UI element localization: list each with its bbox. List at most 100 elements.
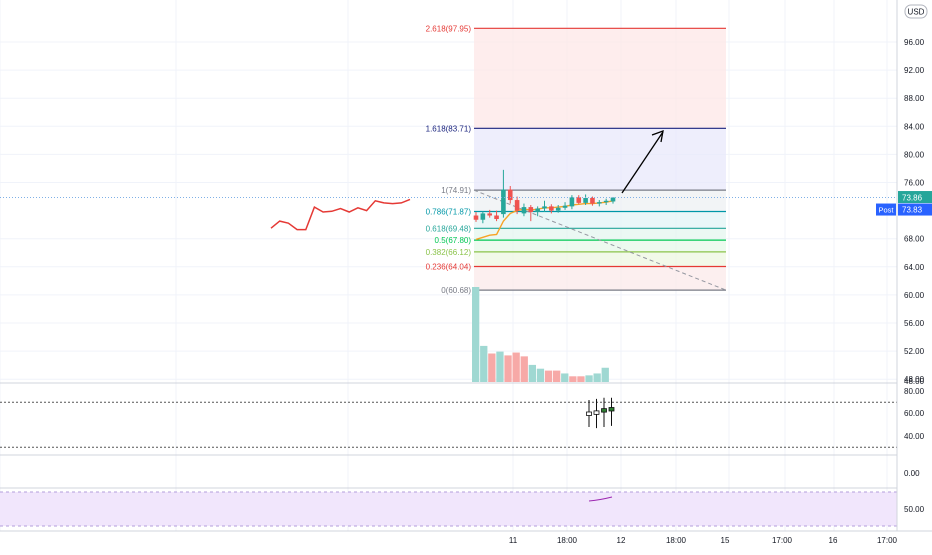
- candlestick-series[interactable]: [473, 169, 616, 224]
- volume-bar: [496, 351, 504, 382]
- candle-body[interactable]: [576, 197, 582, 203]
- post-market-badge: [898, 203, 932, 216]
- price-tick-label: 68.00: [904, 235, 925, 244]
- time-tick-label: 18:00: [557, 536, 578, 545]
- fib-zone: [474, 128, 726, 191]
- fib-level-label: 0.382(66.12): [426, 248, 472, 257]
- currency-label: USD: [908, 8, 925, 17]
- indicator-panes: [0, 382, 932, 527]
- indicator-tick-label: 50.00: [904, 505, 925, 514]
- fib-zone: [474, 190, 726, 212]
- fib-level-label: 2.618(97.95): [426, 24, 472, 33]
- indicator-tick-label: 60.00: [904, 409, 925, 418]
- candle-body[interactable]: [514, 200, 520, 211]
- price-tick-label: 84.00: [904, 122, 925, 131]
- candle-body[interactable]: [583, 197, 588, 203]
- fib-level-label: 0.618(69.48): [426, 224, 472, 233]
- time-axis[interactable]: 11 18:00 12 18:00 15 17:00 16 17:00: [0, 530, 932, 545]
- candle-body[interactable]: [542, 206, 547, 209]
- fib-level-label: 0.236(64.04): [426, 263, 472, 272]
- price-tick-label: 48.00: [904, 375, 925, 384]
- last-price-badge: [898, 191, 932, 204]
- fib-zone: [474, 251, 726, 267]
- candle-body[interactable]: [597, 202, 602, 204]
- price-tick-label: 48.00: [904, 377, 925, 386]
- fibonacci-fill-zones: [474, 28, 726, 291]
- fib-level-label: 0(60.68): [441, 286, 471, 295]
- currency-badge[interactable]: [904, 4, 928, 19]
- fib-zone: [474, 240, 726, 252]
- fib-zone: [474, 228, 726, 241]
- price-line-series: [270, 198, 411, 231]
- fib-zone: [474, 266, 726, 291]
- post-market-value: 73.83: [902, 206, 923, 215]
- price-tick-label: 92.00: [904, 66, 925, 75]
- fib-zone: [474, 211, 726, 229]
- post-market-label: Post: [878, 206, 894, 215]
- candle-body[interactable]: [494, 215, 499, 220]
- candle-body[interactable]: [535, 208, 540, 213]
- price-tick-label: 60.00: [904, 291, 925, 300]
- candle-body[interactable]: [480, 213, 486, 220]
- candle-body[interactable]: [473, 215, 479, 220]
- post-market-tag: [876, 203, 896, 216]
- fib-zone: [474, 28, 726, 129]
- indicator-bar-body: [586, 411, 592, 416]
- indicator-tick-label: 80.00: [904, 387, 925, 396]
- early-price-line: [270, 198, 411, 231]
- volume-bar: [480, 345, 488, 382]
- indicator-bar-body: [593, 410, 600, 415]
- indicator-tick-label: 0.00: [904, 469, 920, 478]
- volume-histogram: [472, 287, 609, 382]
- volume-bar: [601, 367, 609, 382]
- candle-body[interactable]: [521, 207, 527, 214]
- time-tick-label: 15: [721, 536, 730, 545]
- price-tick-label: 96.00: [904, 38, 925, 47]
- fibonacci-levels[interactable]: 2.618(97.95) 1.618(83.71) 1(74.91) 0.786(71…: [426, 24, 726, 295]
- indicator-tick-label: 40.00: [904, 432, 925, 441]
- indicator-band: [0, 492, 897, 526]
- candle-body[interactable]: [610, 197, 616, 202]
- time-tick-label: 16: [829, 536, 838, 545]
- volume-bar: [553, 370, 561, 382]
- time-tick-label: 17:00: [772, 536, 793, 545]
- candle-body[interactable]: [562, 205, 568, 208]
- projection-arrow-line[interactable]: [621, 131, 664, 194]
- price-tick-label: 52.00: [904, 347, 925, 356]
- candle-body[interactable]: [549, 206, 554, 211]
- price-axis-background: [897, 0, 932, 550]
- candle-body[interactable]: [528, 207, 534, 213]
- candle-body[interactable]: [590, 197, 595, 204]
- candle-body[interactable]: [487, 213, 492, 216]
- volume-bar: [577, 376, 585, 382]
- fib-level-label: 0.786(71.87): [426, 208, 472, 217]
- volume-bar: [569, 376, 577, 382]
- volume-bar: [472, 287, 480, 382]
- candle-body[interactable]: [555, 207, 561, 211]
- volume-bar: [512, 352, 520, 382]
- candle-body[interactable]: [569, 197, 575, 207]
- price-tick-label: 88.00: [904, 94, 925, 103]
- indicator-bar-body: [601, 408, 607, 413]
- price-tick-label: 76.00: [904, 179, 925, 188]
- volume-bar: [520, 356, 528, 382]
- volume-bar: [585, 375, 593, 382]
- fib-level-label: 0.5(67.80): [435, 236, 472, 245]
- volume-bar: [536, 368, 545, 382]
- candle-body[interactable]: [507, 189, 513, 201]
- time-tick-label: 17:00: [877, 536, 898, 545]
- fib-level-label: 1.618(83.71): [426, 124, 472, 133]
- time-tick-label: 11: [509, 536, 518, 545]
- indicator-line: [588, 496, 613, 502]
- volume-bar: [593, 373, 601, 382]
- volume-bar: [561, 373, 569, 382]
- last-price-value: 73.86: [902, 194, 923, 203]
- time-tick-label: 12: [617, 536, 626, 545]
- candle-body[interactable]: [603, 200, 609, 203]
- volume-bar: [488, 353, 496, 382]
- candle-body[interactable]: [501, 189, 506, 215]
- volume-bar: [544, 370, 553, 382]
- price-axis[interactable]: 96.00 92.00 88.00 84.00 80.00 76.00 68.00 64.00…: [876, 0, 932, 550]
- arrow-head-icon: [651, 130, 664, 143]
